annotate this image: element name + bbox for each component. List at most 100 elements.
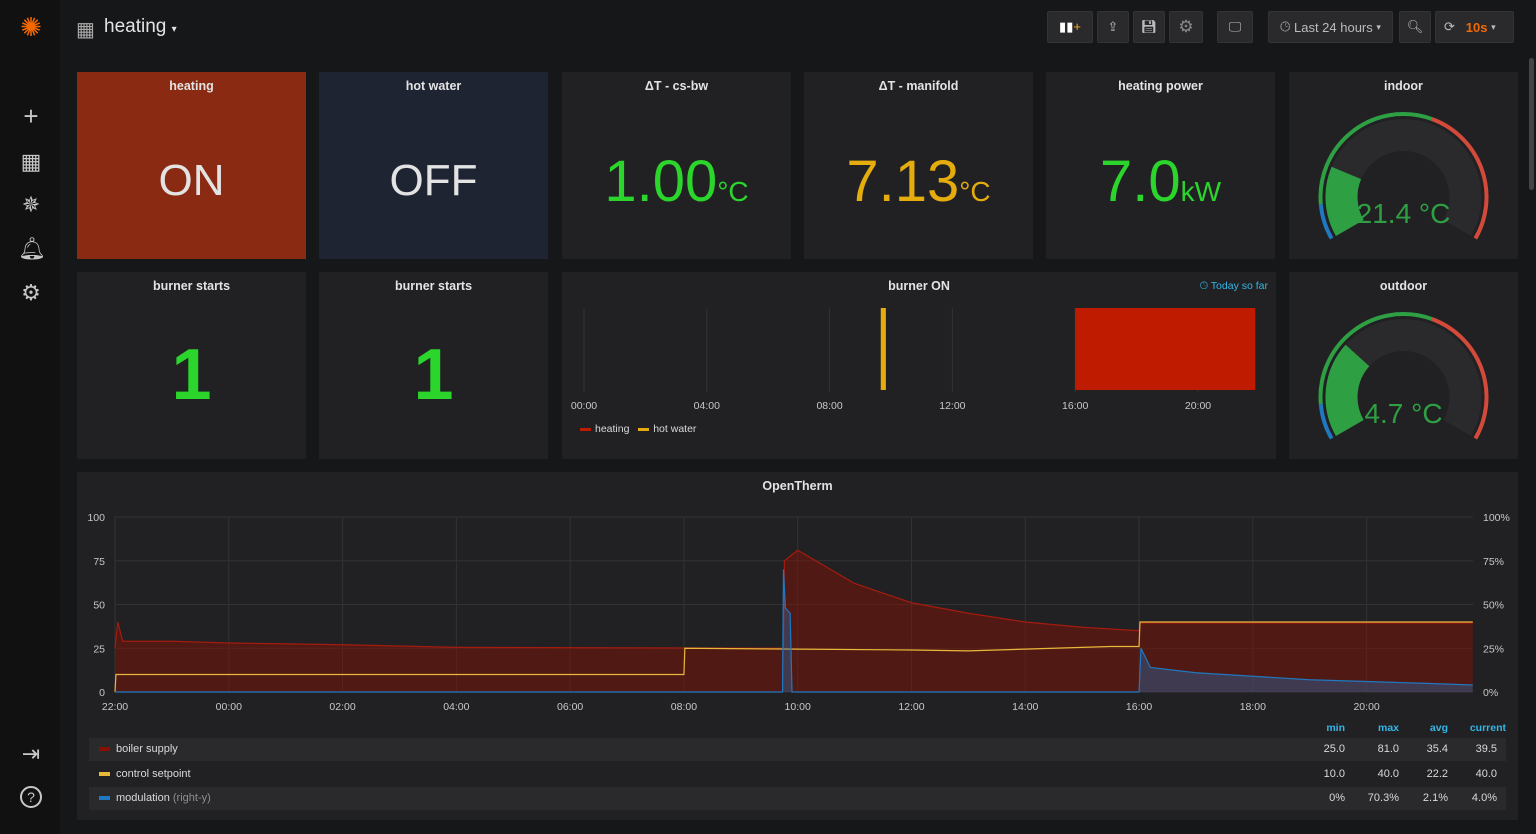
panel-opentherm[interactable]: OpenTherm 0 0% 25 25% 50 50% 75 75% 100 100% 22:00… bbox=[77, 472, 1518, 820]
stat-value: 1 bbox=[171, 335, 212, 415]
legend-row-control-setpoint[interactable]: control setpoint 10.0 40.0 22.2 40.0 bbox=[89, 763, 1506, 786]
caret-down-icon: ▾ bbox=[1491, 21, 1496, 32]
gauge-threshold-high bbox=[1431, 317, 1489, 440]
swatch bbox=[99, 772, 110, 777]
legend-header-avg[interactable]: avg bbox=[1429, 722, 1448, 734]
grafana-logo-icon[interactable]: ✺ bbox=[20, 12, 42, 42]
hot-water-status-value: OFF bbox=[389, 156, 478, 205]
legend-avg: 2.1% bbox=[1422, 792, 1448, 804]
gauge-fill bbox=[1325, 166, 1365, 236]
y-right-tick-label: 50% bbox=[1483, 600, 1504, 612]
refresh-interval[interactable]: 10s bbox=[1465, 19, 1488, 35]
panel-burner-starts-2[interactable]: burner starts 1 bbox=[319, 272, 548, 459]
bar-hot-water bbox=[880, 308, 886, 390]
dashboard-title: heating bbox=[104, 16, 167, 37]
bell-icon[interactable]: 🔔︎ bbox=[18, 236, 46, 261]
x-tick-label: 08:00 bbox=[816, 400, 842, 412]
save-button[interactable]: 💾︎ bbox=[1133, 11, 1165, 43]
y-right-tick-label: 0% bbox=[1483, 687, 1498, 699]
swatch bbox=[99, 796, 110, 801]
legend-axis-suffix: (right-y) bbox=[172, 792, 211, 804]
legend-label: modulation bbox=[116, 792, 170, 804]
x-tick-label: 10:00 bbox=[785, 701, 811, 713]
stat-unit: °C bbox=[717, 176, 749, 207]
panel-indoor[interactable]: indoor 21.4 °C bbox=[1289, 72, 1518, 259]
plus-icon[interactable]: + bbox=[23, 101, 39, 131]
refresh-button[interactable]: ⟳ 10s ▾ bbox=[1435, 11, 1514, 43]
panel-burner-on[interactable]: burner ON 🕒︎ Today so far 00:00 04:00 08:0… bbox=[562, 272, 1276, 459]
x-tick-label: 12:00 bbox=[898, 701, 924, 713]
refresh-icon: ⟳ bbox=[1444, 19, 1455, 34]
panel-title: burner starts bbox=[394, 279, 473, 293]
legend-min: 0% bbox=[1329, 792, 1345, 804]
panel-title: ΔT - manifold bbox=[878, 79, 959, 93]
panel-heating[interactable]: heating ON bbox=[77, 72, 306, 259]
y-right-tick-label: 25% bbox=[1483, 643, 1504, 655]
gear-icon: ⚙ bbox=[1178, 17, 1194, 36]
gauge-threshold-high bbox=[1431, 117, 1489, 240]
gauge-threshold-low bbox=[1318, 404, 1334, 440]
settings-button[interactable]: ⚙ bbox=[1169, 11, 1203, 43]
legend-item-hot-water[interactable]: hot water bbox=[638, 423, 696, 435]
x-tick-label: 06:00 bbox=[557, 701, 583, 713]
top-navbar: ▦ heating ▾ ▮▮+ ⇪ 💾︎ ⚙ 🖵︎ 🕒︎ Last 24 hou… bbox=[60, 0, 1536, 56]
sign-in-icon[interactable]: ⇥ bbox=[21, 741, 41, 766]
stat-unit: kW bbox=[1180, 176, 1222, 207]
gear-icon[interactable]: ⚙ bbox=[21, 280, 41, 305]
time-picker-button[interactable]: 🕒︎ Last 24 hours ▾ bbox=[1268, 11, 1393, 43]
panel-title: ΔT - cs-bw bbox=[644, 79, 709, 93]
panel-heating-power[interactable]: heating power 7.0kW bbox=[1046, 72, 1275, 259]
stat-value: 1.00 bbox=[604, 149, 718, 214]
legend-row-modulation[interactable]: modulation (right-y) 0% 70.3% 2.1% 4.0% bbox=[89, 787, 1506, 810]
y-left-tick-label: 50 bbox=[93, 600, 105, 612]
panel-hot-water[interactable]: hot water OFF bbox=[319, 72, 548, 259]
legend-header-current[interactable]: current bbox=[1469, 722, 1506, 734]
legend-header-max[interactable]: max bbox=[1377, 722, 1399, 734]
legend-label: boiler supply bbox=[116, 743, 178, 755]
y-left-tick-label: 25 bbox=[93, 643, 105, 655]
x-tick-label: 20:00 bbox=[1185, 400, 1211, 412]
help-icon[interactable]: ? bbox=[20, 786, 42, 808]
y-left-tick-label: 75 bbox=[93, 556, 105, 568]
burner-on-chart: 00:00 04:00 08:00 12:00 16:00 20:00 bbox=[571, 308, 1256, 412]
stat-value: 1 bbox=[413, 335, 454, 415]
panel-title: heating power bbox=[1118, 79, 1203, 93]
share-icon: ⇪ bbox=[1107, 19, 1119, 34]
add-panel-button[interactable]: ▮▮+ bbox=[1047, 11, 1093, 43]
panel-title: heating bbox=[169, 79, 214, 93]
heating-status-value: ON bbox=[158, 156, 225, 205]
panel-outdoor[interactable]: outdoor 4.7 °C bbox=[1289, 272, 1518, 459]
gauge-fill bbox=[1325, 344, 1370, 436]
legend-header-min[interactable]: min bbox=[1326, 722, 1345, 734]
panel-dt-manifold[interactable]: ΔT - manifold 7.13°C bbox=[804, 72, 1033, 259]
panel-dt-cs-bw[interactable]: ΔT - cs-bw 1.00°C bbox=[562, 72, 791, 259]
legend-label: heating bbox=[595, 423, 630, 435]
dashboards-icon[interactable]: ▦ bbox=[20, 149, 42, 174]
x-tick-label: 00:00 bbox=[571, 400, 597, 412]
share-button[interactable]: ⇪ bbox=[1097, 11, 1129, 43]
clock-icon: 🕒︎ bbox=[1199, 280, 1209, 292]
stat-value: 7.13 bbox=[846, 149, 960, 214]
zoom-out-button[interactable]: 🔍︎ bbox=[1399, 11, 1431, 43]
swatch bbox=[99, 747, 110, 752]
y-left-tick-label: 0 bbox=[99, 687, 105, 699]
dashboard-title-picker[interactable]: heating ▾ bbox=[104, 16, 177, 38]
page-scrollbar[interactable] bbox=[1529, 58, 1534, 190]
x-tick-label: 22:00 bbox=[102, 701, 128, 713]
bar-heating bbox=[1075, 308, 1256, 390]
stat: 1.00°C bbox=[562, 148, 791, 215]
legend-row-boiler-supply[interactable]: boiler supply 25.0 81.0 35.4 39.5 bbox=[89, 738, 1506, 761]
legend-max: 40.0 bbox=[1377, 768, 1399, 780]
legend-min: 25.0 bbox=[1323, 743, 1345, 755]
explore-icon[interactable]: ✵ bbox=[21, 192, 41, 217]
tv-mode-button[interactable]: 🖵︎ bbox=[1217, 11, 1253, 43]
badge-text: Today so far bbox=[1210, 280, 1268, 292]
legend-item-heating[interactable]: heating bbox=[580, 423, 629, 435]
panel-burner-starts-1[interactable]: burner starts 1 bbox=[77, 272, 306, 459]
add-panel-icon: ▮▮+ bbox=[1059, 19, 1081, 34]
monitor-icon: 🖵︎ bbox=[1228, 19, 1242, 34]
legend: heating hot water bbox=[580, 423, 696, 435]
x-tick-label: 00:00 bbox=[216, 701, 242, 713]
zoom-out-icon: 🔍︎ bbox=[1406, 19, 1424, 34]
legend-current: 39.5 bbox=[1475, 743, 1497, 755]
